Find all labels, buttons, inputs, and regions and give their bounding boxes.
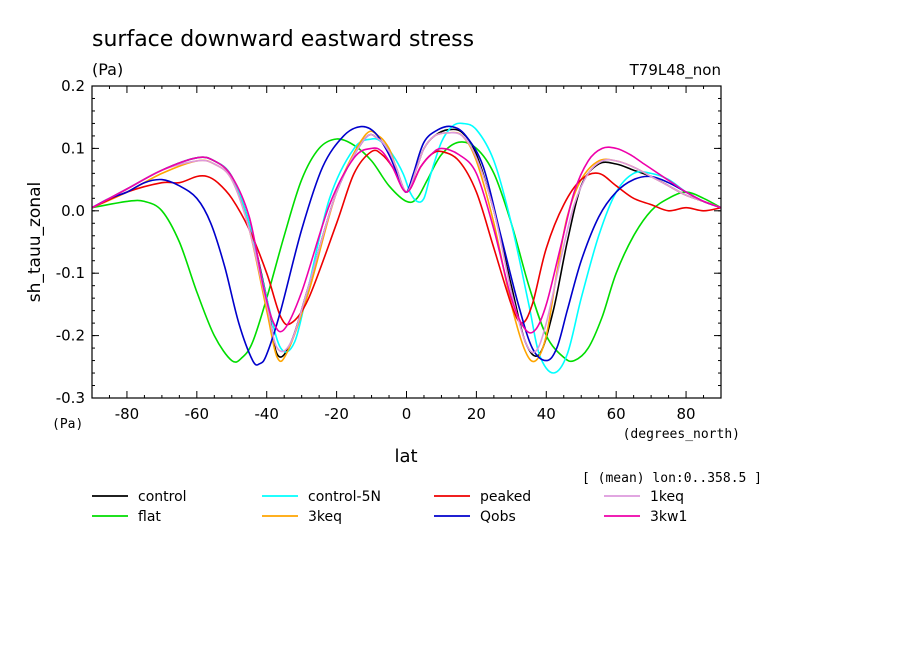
legend-label: peaked (480, 489, 531, 505)
legend-label: control-5N (308, 489, 381, 505)
y-tick-label: -0.1 (56, 264, 85, 282)
chart-subtitle: (Pa) (92, 60, 123, 79)
legend: control flat control-5N 3keq peaked Qobs 1keq 3… (92, 489, 687, 525)
y-tick-label: 0.0 (61, 202, 85, 220)
x-tick-label: -80 (115, 405, 140, 423)
x-tick-label: 60 (607, 405, 626, 423)
x-axis-label: lat (394, 446, 417, 467)
y-axis-label: sh_tauu_zonal (25, 182, 45, 303)
legend-label: 3kw1 (650, 509, 687, 525)
x-tick-label: -20 (324, 405, 349, 423)
legend-label: flat (138, 509, 161, 525)
x-tick-label: 80 (677, 405, 696, 423)
axes: -80 -60 -40 -20 0 20 40 60 80 0.2 0.1 0.0 -0.1 -0.2 -0… (56, 77, 722, 423)
series-line-3keq (91, 130, 722, 363)
x-tick-label: 40 (537, 405, 556, 423)
legend-label: 3keq (308, 509, 342, 525)
plot-lines (91, 122, 722, 374)
y-tick-label: -0.2 (56, 327, 85, 345)
legend-label: 1keq (650, 489, 684, 505)
y-axis-units: (Pa) (52, 417, 83, 432)
averaging-note: [ (mean) lon:0..358.5 ] (582, 471, 762, 486)
x-tick-label: 20 (467, 405, 486, 423)
x-tick-label: 0 (402, 405, 412, 423)
plot-frame (91, 85, 722, 399)
series-line-3kw1 (91, 146, 722, 334)
legend-label: Qobs (480, 509, 516, 525)
y-tick-label: 0.2 (61, 77, 85, 95)
series-line-flat (91, 138, 722, 363)
x-tick-label: -40 (254, 405, 279, 423)
series-line-peaked (91, 149, 722, 326)
x-tick-label: -60 (185, 405, 210, 423)
y-tick-label: 0.1 (61, 139, 85, 157)
legend-label: control (138, 489, 187, 505)
series-line-1keq (91, 131, 722, 354)
y-tick-label: -0.3 (56, 389, 85, 407)
chart-title: surface downward eastward stress (92, 27, 474, 52)
x-axis-units: (degrees_north) (623, 427, 740, 442)
chart-tag: T79L48_non (629, 61, 721, 80)
